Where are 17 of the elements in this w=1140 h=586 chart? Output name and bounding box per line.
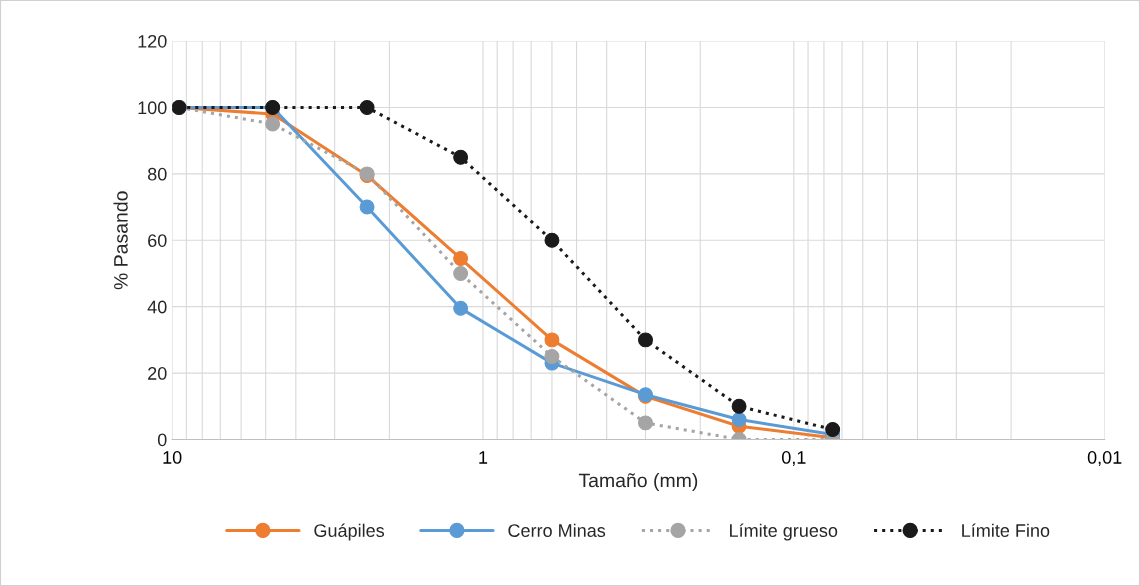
legend-label: Cerro Minas [508,523,606,537]
y-tick-label: 100 [138,101,167,115]
y-tick-label: 0 [157,433,167,447]
x-tick-label: 1 [479,451,488,464]
y-tick-label: 40 [147,300,167,314]
legend-label: Límite Fino [962,523,1050,537]
y-tick-label: 20 [148,367,167,380]
y-tick-label: 80 [147,167,167,181]
y-axis-title: % Pasando [113,191,128,290]
x-axis-title: Tamaño (mm) [578,473,698,492]
y-tick-label: 120 [138,34,167,48]
x-tick-label: 0,01 [1087,451,1122,467]
y-tick-label: 60 [148,234,167,247]
x-tick-label: 10 [163,451,182,464]
legend-label: Límite grueso [730,523,838,541]
x-tick-label: 0,1 [781,451,806,467]
legend-label: Guápiles [314,523,385,541]
